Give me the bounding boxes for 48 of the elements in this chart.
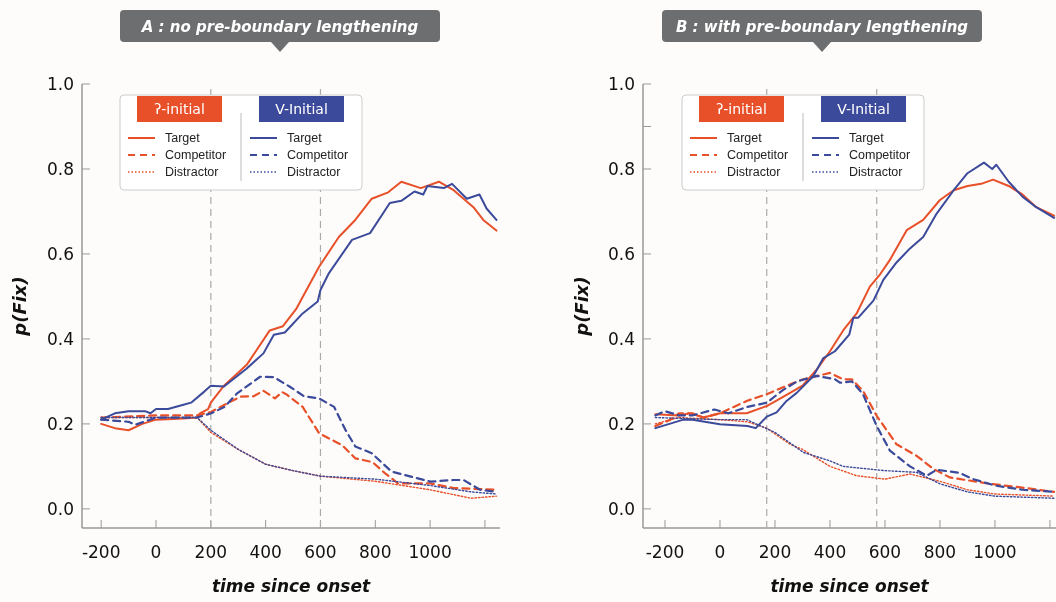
x-tick-label: 0 xyxy=(150,542,162,562)
y-axis-title: p(Fix) xyxy=(571,276,592,337)
legend-label: Competitor xyxy=(727,148,789,162)
annotation: V-Initial xyxy=(275,101,328,117)
legend-label: Competitor xyxy=(165,148,227,162)
y-tick-label: 0.6 xyxy=(46,243,74,264)
x-tick-label: -200 xyxy=(81,542,121,562)
y-tick-label: 0.4 xyxy=(607,328,635,349)
x-tick-label: 600 xyxy=(304,542,337,562)
legend-label: Target xyxy=(849,131,885,145)
legend-label: Distractor xyxy=(165,165,219,179)
chart-title: A : no pre-boundary lengthening xyxy=(140,18,419,36)
x-tick-label: 1000 xyxy=(408,542,452,562)
y-axis-title: p(Fix) xyxy=(9,276,30,337)
y-tick-label: 0.2 xyxy=(46,413,74,434)
x-axis-title: time since onset xyxy=(770,576,930,596)
annotation: ʔ-initial xyxy=(154,101,205,117)
y-tick-label: 0.0 xyxy=(46,498,74,519)
x-tick-label: 800 xyxy=(923,542,957,562)
legend-label: Distractor xyxy=(287,165,341,179)
y-tick-label: 0.8 xyxy=(607,158,635,179)
y-tick-label: 0.6 xyxy=(607,243,635,264)
y-tick-label: 0.0 xyxy=(607,498,635,519)
annotation: V-Initial xyxy=(837,101,890,117)
x-tick-label: 400 xyxy=(249,542,282,562)
x-tick-label: 1000 xyxy=(973,542,1017,562)
legend-label: Target xyxy=(287,131,323,145)
x-tick-label: -200 xyxy=(645,542,685,562)
x-tick-label: 0 xyxy=(714,542,726,562)
legend-label: Target xyxy=(727,131,763,145)
legend-label: Distractor xyxy=(727,165,781,179)
chart-title: B : with pre-boundary lengthening xyxy=(675,18,969,36)
legend-label: Competitor xyxy=(849,148,911,162)
legend-label: Target xyxy=(165,131,201,145)
x-tick-label: 200 xyxy=(194,542,228,562)
x-tick-label: 800 xyxy=(359,542,392,562)
y-tick-label: 0.2 xyxy=(607,413,635,434)
y-tick-label: 1.0 xyxy=(607,73,635,94)
y-tick-label: 0.4 xyxy=(46,328,74,349)
x-tick-label: 600 xyxy=(868,542,902,562)
y-tick-label: 0.8 xyxy=(46,158,74,179)
y-tick-label: 1.0 xyxy=(46,73,74,94)
x-axis-title: time since onset xyxy=(211,576,371,596)
x-tick-label: 400 xyxy=(813,542,847,562)
legend-label: Competitor xyxy=(287,148,349,162)
x-tick-label: 200 xyxy=(758,542,792,562)
annotation: ʔ-initial xyxy=(716,101,767,117)
legend-label: Distractor xyxy=(849,165,903,179)
